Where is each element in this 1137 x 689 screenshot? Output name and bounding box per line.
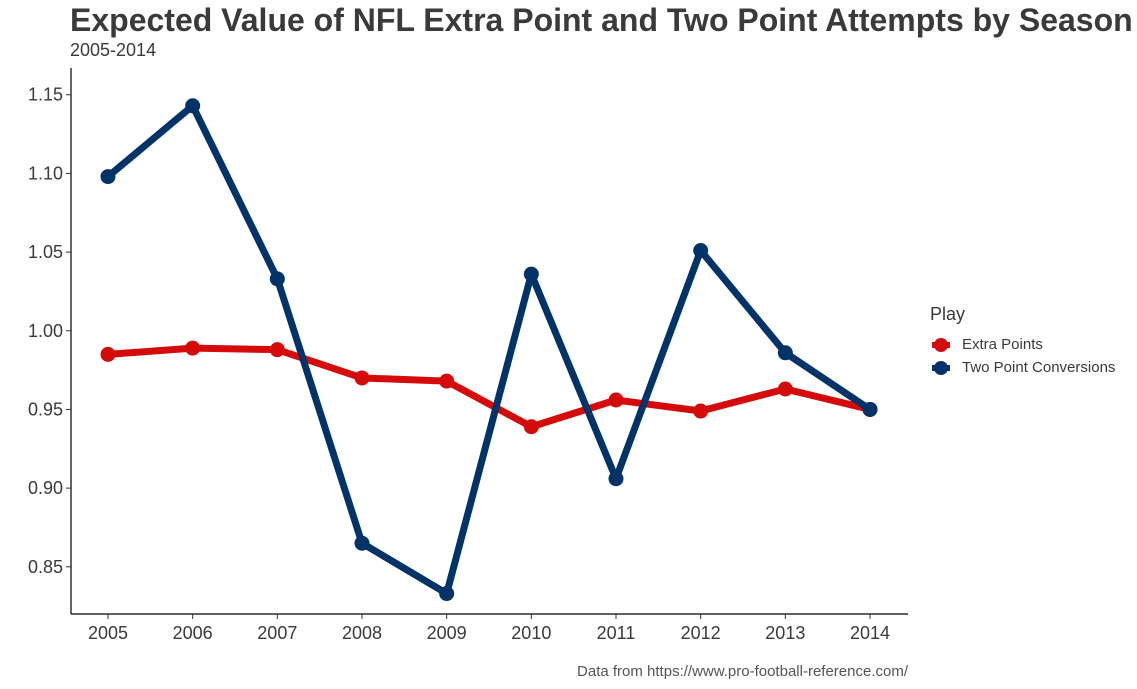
data-point-two-point-conversions bbox=[608, 471, 624, 487]
data-point-two-point-conversions bbox=[693, 243, 709, 259]
x-tick-label: 2007 bbox=[257, 623, 297, 643]
y-tick-label: 1.15 bbox=[28, 85, 63, 105]
x-tick-label: 2008 bbox=[342, 623, 382, 643]
legend-key-extra-points bbox=[930, 337, 952, 352]
y-tick-label: 1.05 bbox=[28, 242, 63, 262]
legend-title: Play bbox=[930, 304, 966, 324]
data-point-extra-points bbox=[354, 370, 370, 386]
legend-items: Extra Points Two Point Conversions bbox=[930, 333, 1115, 379]
series-line-extra-points bbox=[104, 344, 874, 431]
data-point-two-point-conversions bbox=[185, 98, 201, 114]
data-point-two-point-conversions bbox=[354, 535, 370, 551]
data-point-extra-points bbox=[693, 403, 709, 419]
data-point-extra-points bbox=[439, 373, 455, 389]
data-point-extra-points bbox=[100, 346, 116, 362]
y-tick-label: 1.10 bbox=[28, 163, 63, 183]
legend-label: Two Point Conversions bbox=[962, 359, 1116, 376]
chart-title: Expected Value of NFL Extra Point and Tw… bbox=[70, 2, 1133, 38]
data-point-extra-points bbox=[185, 340, 201, 356]
data-point-extra-points bbox=[608, 392, 624, 408]
series-line-two-point-conversions bbox=[104, 102, 874, 598]
x-tick-label: 2014 bbox=[850, 623, 890, 643]
legend-key-two-point-conversions bbox=[930, 360, 952, 375]
x-tick-label: 2013 bbox=[765, 623, 805, 643]
axes: 0.85 0.90 0.95 1.00 1.05 1.10 1.15 2005 2006 2007… bbox=[28, 68, 908, 643]
x-tick-label: 2012 bbox=[681, 623, 721, 643]
x-tick-label: 2005 bbox=[88, 623, 128, 643]
series-layer bbox=[100, 98, 878, 602]
data-point-two-point-conversions bbox=[777, 345, 793, 361]
x-tick-label: 2009 bbox=[427, 623, 467, 643]
legend: Play Extra Points Two Point Conversions bbox=[930, 304, 1115, 379]
data-point-two-point-conversions bbox=[269, 271, 285, 287]
data-point-two-point-conversions bbox=[862, 401, 878, 417]
x-tick-label: 2010 bbox=[511, 623, 551, 643]
data-point-extra-points bbox=[523, 419, 539, 435]
legend-item-two-point-conversions: Two Point Conversions bbox=[930, 356, 1115, 379]
data-point-two-point-conversions bbox=[523, 266, 539, 282]
series-two-point-conversions bbox=[100, 98, 878, 602]
data-point-two-point-conversions bbox=[439, 586, 455, 602]
chart-caption: Data from https://www.pro-football-refer… bbox=[577, 663, 908, 680]
x-tick-label: 2006 bbox=[173, 623, 213, 643]
data-point-extra-points bbox=[269, 342, 285, 358]
y-tick-label: 0.95 bbox=[28, 399, 63, 419]
y-tick-label: 0.90 bbox=[28, 478, 63, 498]
y-tick-label: 1.00 bbox=[28, 321, 63, 341]
chart-subtitle: 2005-2014 bbox=[70, 40, 157, 60]
legend-item-extra-points: Extra Points bbox=[930, 333, 1115, 356]
y-tick-label: 0.85 bbox=[28, 557, 63, 577]
data-point-two-point-conversions bbox=[100, 169, 116, 185]
legend-label: Extra Points bbox=[962, 336, 1043, 353]
data-point-extra-points bbox=[777, 381, 793, 397]
x-tick-label: 2011 bbox=[597, 623, 636, 643]
